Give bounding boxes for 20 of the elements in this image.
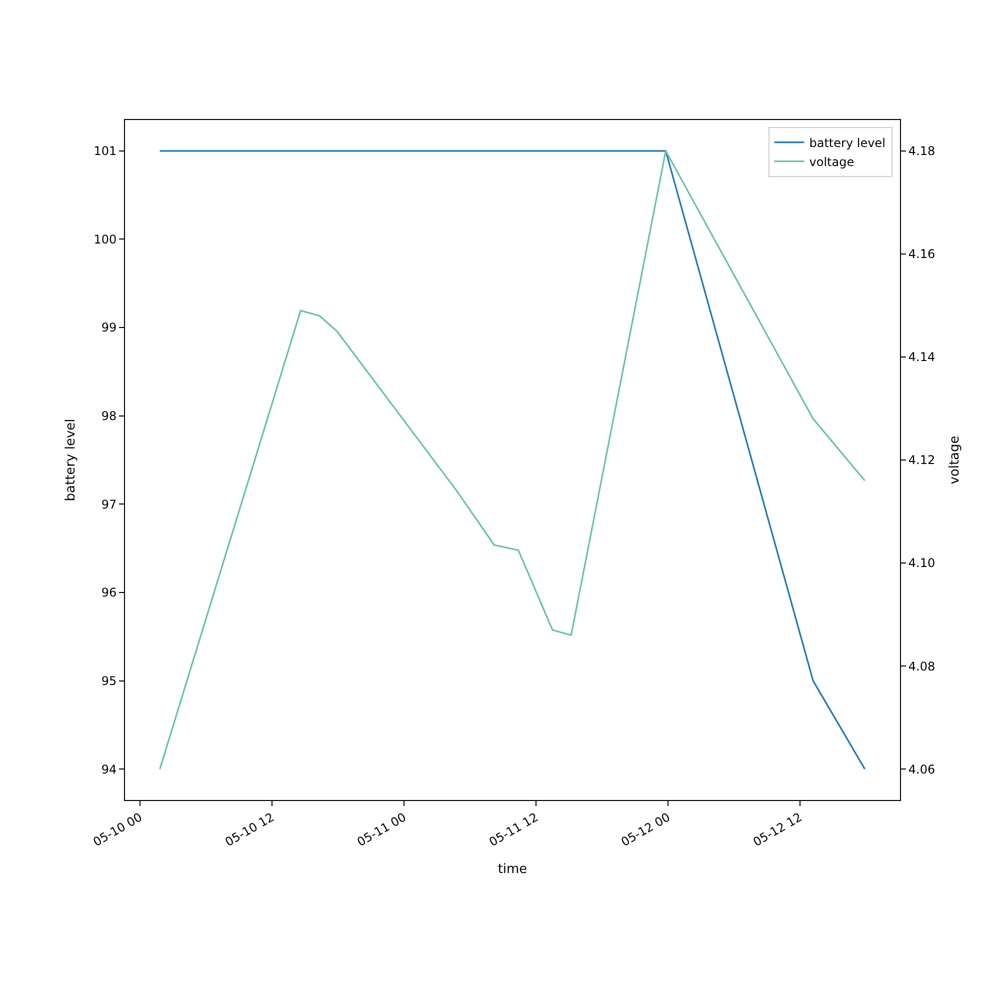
y-tick-label: 97 <box>101 497 117 512</box>
y2-tick-label: 4.08 <box>908 659 936 674</box>
y2-tick-label: 4.10 <box>908 556 936 570</box>
y-tick-label: 94 <box>101 762 117 776</box>
y-tick-label: 100 <box>94 232 117 246</box>
y-tick-label: 101 <box>94 144 117 158</box>
y2-tick-label: 4.16 <box>908 247 936 262</box>
y-tick-label: 96 <box>101 586 117 600</box>
y-tick-label: 95 <box>101 674 117 688</box>
y-tick-label: 98 <box>101 409 117 424</box>
y2-tick-label: 4.18 <box>908 144 936 158</box>
y-tick-label: 99 <box>101 320 117 335</box>
x-axis-title: time <box>498 862 528 877</box>
legend-label: voltage <box>809 154 854 169</box>
y2-tick-label: 4.12 <box>908 453 936 468</box>
y2-tick-label: 4.06 <box>908 762 936 776</box>
y2-axis-title: voltage <box>948 436 963 484</box>
y2-tick-label: 4.14 <box>908 350 936 364</box>
y-axis-title: battery level <box>64 418 79 502</box>
legend-label: battery level <box>809 136 886 150</box>
